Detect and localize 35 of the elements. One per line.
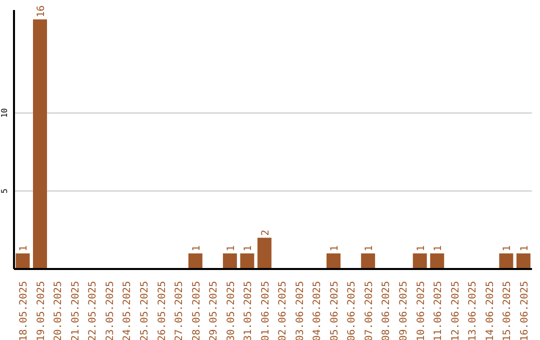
x-tick-label: 12.06.2025 bbox=[450, 281, 462, 340]
x-tick-label: 16.06.2025 bbox=[519, 281, 530, 340]
bar bbox=[240, 253, 254, 269]
bar bbox=[188, 253, 202, 269]
x-tick-label: 15.06.2025 bbox=[502, 281, 514, 340]
x-tick-label: 19.05.2025 bbox=[36, 281, 47, 340]
y-tick-label: 5 bbox=[0, 188, 9, 194]
bar bbox=[32, 19, 47, 269]
data-label: 1 bbox=[243, 245, 254, 252]
data-label: 1 bbox=[18, 245, 30, 252]
data-label: 1 bbox=[226, 245, 237, 252]
x-tick-label: 13.06.2025 bbox=[468, 281, 479, 340]
data-label: 16 bbox=[36, 5, 47, 18]
bar bbox=[361, 253, 376, 269]
bar bbox=[499, 253, 514, 269]
bar bbox=[326, 253, 341, 269]
data-label: 2 bbox=[260, 230, 272, 236]
data-label: 1 bbox=[502, 245, 514, 252]
data-label: 1 bbox=[330, 245, 341, 252]
bar bbox=[16, 253, 30, 269]
bar bbox=[516, 253, 530, 269]
bar bbox=[257, 238, 272, 269]
data-label: 1 bbox=[364, 245, 376, 252]
x-tick-label: 10.06.2025 bbox=[416, 281, 427, 340]
bar bbox=[222, 253, 237, 269]
data-label: 1 bbox=[433, 245, 444, 252]
y-tick-label: 10 bbox=[0, 108, 9, 118]
x-tick-label: 14.06.2025 bbox=[484, 281, 496, 340]
data-label: 1 bbox=[191, 245, 202, 252]
data-label: 1 bbox=[416, 245, 427, 252]
bar bbox=[412, 253, 427, 269]
x-tick-label: 11.06.2025 bbox=[433, 281, 444, 340]
data-label: 1 bbox=[519, 245, 530, 252]
bar bbox=[430, 253, 444, 269]
x-tick-label: 18.05.2025 bbox=[18, 281, 30, 340]
